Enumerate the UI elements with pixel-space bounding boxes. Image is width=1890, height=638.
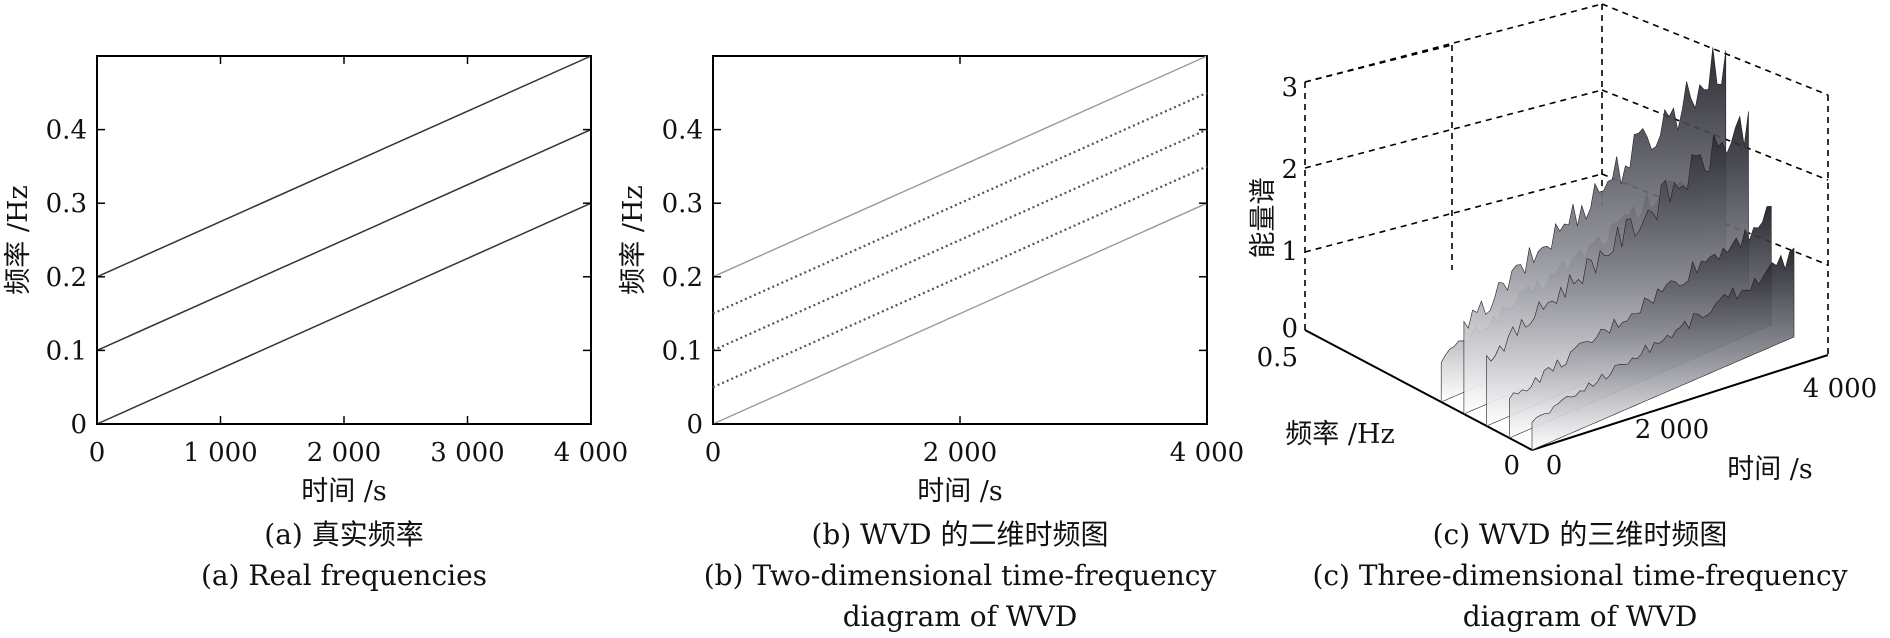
panel-a-x-tick-label: 3 000 [430,438,504,468]
panel-a: 0 1 000 2 000 3 000 4 000 0 0.1 0.2 0.3 0.4 时间 /… [3,55,628,592]
panel-c-z-tick: 2 [1281,155,1298,185]
panel-a-x-ticks: 0 1 000 2 000 3 000 4 000 [89,56,628,468]
panel-b-y-tick-label: 0 [686,410,703,440]
panel-a-caption-cn: (a) 真实频率 [264,518,423,551]
panel-c-x-ticks: 0 2 000 4 000 [1546,374,1877,481]
panel-c-z-tick: 1 [1281,237,1298,267]
panel-a-y-tick-label: 0.4 [46,116,87,146]
panel-a-y-tick-label: 0.2 [46,263,87,293]
panel-c-caption-en-line2: diagram of WVD [1463,600,1698,633]
panel-b-x-label: 时间 /s [917,476,1003,507]
panel-a-y-ticks: 0 0.1 0.2 0.3 0.4 [46,116,591,440]
panel-b-series-line [712,165,1208,389]
panel-c-y-tick: 0.5 [1257,343,1298,373]
panel-b-x-ticks: 0 2 000 4 000 [705,56,1244,468]
panel-a-x-tick-label: 0 [89,438,106,468]
panel-c-z-label: 能量谱 [1248,178,1279,259]
panel-b-caption-en-line2: diagram of WVD [843,600,1078,633]
panel-b-y-tick-label: 0.1 [662,336,703,366]
panel-c-y-ticks: 0.5 0 [1257,343,1520,481]
panel-c-z-tick: 0 [1281,314,1298,344]
panel-a-x-tick-label: 4 000 [554,438,628,468]
panel-c-x-label: 时间 /s [1727,454,1813,485]
panel-b-caption-en-line1: (b) Two-dimensional time-frequency [704,559,1217,592]
panel-a-x-label: 时间 /s [301,476,387,507]
panel-b-series-line [712,91,1208,315]
panel-b-x-tick-label: 4 000 [1170,438,1244,468]
panel-c-y-tick: 0 [1503,451,1520,481]
panel-a-y-tick-label: 0.3 [46,189,87,219]
panel-a-y-tick-label: 0 [70,410,87,440]
panel-a-series [96,55,592,425]
panel-c-y-label: 频率 /Hz [1285,419,1394,450]
panel-b-series-line [712,128,1208,352]
panel-b-series-line [712,55,1208,278]
panel-a-series-line [96,128,592,352]
panel-a-series-line [96,55,592,278]
panel-b-caption-cn: (b) WVD 的二维时频图 [811,518,1108,551]
panel-a-y-label: 频率 /Hz [3,185,34,294]
panel-c-base-axes [1304,329,1829,451]
panel-c-x-tick: 4 000 [1803,374,1877,404]
panel-b-series-line [712,202,1208,425]
panel-a-y-tick-label: 0.1 [46,336,87,366]
panel-b-series [712,55,1208,425]
panel-c-caption-en-line1: (c) Three-dimensional time-frequency [1312,559,1847,592]
panel-c-x-tick: 2 000 [1635,415,1709,445]
panel-b-y-tick-label: 0.2 [662,263,703,293]
panel-b-x-tick-label: 2 000 [923,438,997,468]
panel-b-x-tick-label: 0 [705,438,722,468]
panel-b-y-ticks: 0 0.1 0.2 0.3 0.4 [662,116,1207,440]
panel-c-caption-cn: (c) WVD 的三维时频图 [1433,518,1728,551]
panel-b-y-label: 频率 /Hz [618,185,649,294]
panel-b-y-tick-label: 0.3 [662,189,703,219]
panel-c-z-ticks: 3 2 1 0 [1281,73,1298,344]
panel-c-x-tick: 0 [1546,451,1563,481]
panel-c-ridge [1531,247,1795,451]
panel-a-series-line [96,202,592,425]
panel-b-y-tick-label: 0.4 [662,116,703,146]
panel-c: 3 2 1 0 0.5 0 0 2 000 4 000 能量谱 频率 /Hz 时… [1248,3,1877,633]
panel-b: 0 2 000 4 000 0 0.1 0.2 0.3 0.4 时间 /s 频率 /Hz (… [618,55,1244,633]
panel-c-z-tick: 3 [1281,73,1298,103]
panel-a-x-tick-label: 1 000 [183,438,257,468]
panel-a-caption-en: (a) Real frequencies [201,559,487,592]
panel-c-ridges [1440,47,1795,451]
panel-a-x-tick-label: 2 000 [307,438,381,468]
